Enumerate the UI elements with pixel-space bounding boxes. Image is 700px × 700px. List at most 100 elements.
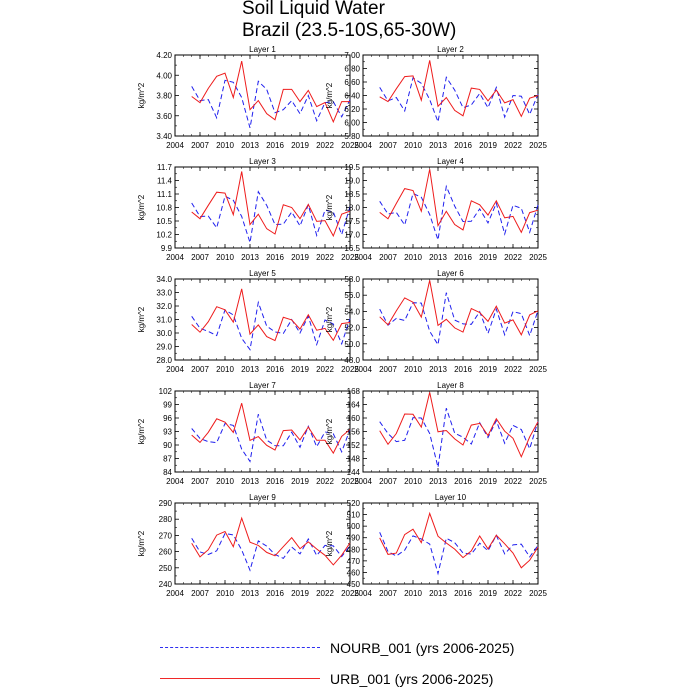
x-tick-label: 2004 xyxy=(166,589,184,598)
series-line-urb xyxy=(379,60,539,118)
y-axis-label: kg/m^2 xyxy=(137,194,146,220)
x-tick-label: 2025 xyxy=(529,365,547,374)
x-tick-label: 2013 xyxy=(429,477,447,486)
y-tick-label: 7.00 xyxy=(344,51,360,60)
series-line-nourb xyxy=(191,414,351,463)
panel-title: Layer 8 xyxy=(437,381,464,390)
x-tick-label: 2025 xyxy=(529,477,547,486)
series-line-nourb xyxy=(191,532,351,572)
y-tick-label: 510 xyxy=(347,511,361,520)
x-tick-label: 2019 xyxy=(479,365,497,374)
y-tick-label: 6.20 xyxy=(344,105,360,114)
y-tick-label: 56.0 xyxy=(344,291,360,300)
x-tick-label: 2010 xyxy=(216,589,234,598)
y-tick-label: 480 xyxy=(347,545,361,554)
x-tick-label: 2004 xyxy=(166,141,184,150)
y-tick-label: 450 xyxy=(347,580,361,589)
x-tick-label: 2007 xyxy=(379,477,397,486)
x-tick-label: 2004 xyxy=(354,253,372,262)
series-line-nourb xyxy=(191,300,351,351)
x-tick-label: 2010 xyxy=(404,365,422,374)
y-tick-label: 290 xyxy=(159,499,173,508)
axes-frame xyxy=(362,390,539,473)
x-tick-label: 2007 xyxy=(191,253,209,262)
series-line-urb xyxy=(191,516,351,566)
legend-entry-urb: URB_001 (yrs 2006-2025) xyxy=(160,668,580,690)
y-tick-label: 520 xyxy=(347,499,361,508)
y-tick-label: 30.0 xyxy=(156,329,172,338)
y-tick-label: 18.0 xyxy=(344,204,360,213)
panel-layer-7: Layer 7 84 87 90 93 96 99 102 2004 2007 2010 2013 20… xyxy=(137,381,359,486)
x-tick-label: 2022 xyxy=(504,253,522,262)
y-tick-label: 144 xyxy=(347,468,361,477)
x-tick-label: 2010 xyxy=(404,477,422,486)
y-tick-label: 156 xyxy=(347,428,361,437)
panel-title: Layer 7 xyxy=(249,381,276,390)
series-line-urb xyxy=(191,171,351,238)
y-tick-label: 240 xyxy=(159,580,173,589)
x-tick-label: 2022 xyxy=(504,589,522,598)
y-tick-label: 32.0 xyxy=(156,302,172,311)
y-tick-label: 6.60 xyxy=(344,78,360,87)
y-tick-label: 54.0 xyxy=(344,307,360,316)
x-tick-label: 2025 xyxy=(529,141,547,150)
x-tick-label: 2016 xyxy=(454,141,472,150)
x-tick-label: 2022 xyxy=(316,477,334,486)
y-tick-label: 17.5 xyxy=(344,217,360,226)
x-tick-label: 2007 xyxy=(379,253,397,262)
panel-title: Layer 4 xyxy=(437,157,464,166)
panel-title: Layer 5 xyxy=(249,269,276,278)
x-tick-label: 2007 xyxy=(191,477,209,486)
y-tick-label: 500 xyxy=(347,522,361,531)
y-tick-label: 17.0 xyxy=(344,231,360,240)
y-tick-label: 11.4 xyxy=(157,177,173,186)
y-tick-label: 31.0 xyxy=(156,316,172,325)
x-tick-label: 2004 xyxy=(166,365,184,374)
series-line-nourb xyxy=(191,190,351,243)
y-tick-label: 99 xyxy=(163,401,172,410)
y-tick-label: 10.8 xyxy=(156,204,172,213)
panel-title: Layer 10 xyxy=(435,493,467,502)
axes-frame xyxy=(362,166,539,249)
y-tick-label: 33.0 xyxy=(156,289,172,298)
y-tick-label: 19.5 xyxy=(344,163,360,172)
y-tick-label: 148 xyxy=(347,455,361,464)
x-tick-label: 2022 xyxy=(316,253,334,262)
axes-frame xyxy=(174,278,351,361)
x-tick-label: 2019 xyxy=(479,589,497,598)
y-tick-label: 90 xyxy=(163,441,172,450)
panel-layer-8: Layer 8 144 148 152 156 160 164 168 2004 2007 2010… xyxy=(325,381,547,486)
series-line-urb xyxy=(379,169,539,234)
x-tick-label: 2004 xyxy=(354,477,372,486)
y-tick-label: 460 xyxy=(347,568,361,577)
x-tick-label: 2004 xyxy=(354,141,372,150)
axes-frame xyxy=(174,166,351,249)
y-tick-label: 470 xyxy=(347,557,361,566)
series-line-urb xyxy=(191,60,350,124)
y-tick-label: 48.0 xyxy=(344,356,360,365)
x-tick-label: 2022 xyxy=(316,141,334,150)
panel-layer-9: Layer 9 240 250 260 270 280 290 2004 2007 2010 201… xyxy=(137,493,359,598)
series-line-urb xyxy=(379,392,539,459)
y-tick-label: 4.00 xyxy=(156,71,172,80)
x-tick-label: 2013 xyxy=(241,141,259,150)
x-tick-label: 2019 xyxy=(479,141,497,150)
x-tick-label: 2013 xyxy=(429,141,447,150)
panel-layer-3: Layer 3 9.9 10.2 10.5 10.8 11.1 11.4 11.7 2004 20… xyxy=(137,157,359,262)
x-tick-label: 2025 xyxy=(341,253,359,262)
x-tick-label: 2013 xyxy=(241,477,259,486)
x-tick-label: 2016 xyxy=(266,141,284,150)
x-tick-label: 2010 xyxy=(404,141,422,150)
panel-title: Layer 2 xyxy=(437,45,464,54)
x-tick-label: 2016 xyxy=(454,253,472,262)
y-axis-label: kg/m^2 xyxy=(325,82,334,108)
x-tick-label: 2013 xyxy=(429,253,447,262)
y-tick-label: 6.00 xyxy=(344,119,360,128)
panel-title: Layer 9 xyxy=(249,493,276,502)
y-tick-label: 93 xyxy=(163,428,172,437)
x-tick-label: 2013 xyxy=(241,253,259,262)
y-tick-label: 164 xyxy=(347,401,361,410)
y-tick-label: 28.0 xyxy=(156,356,172,365)
